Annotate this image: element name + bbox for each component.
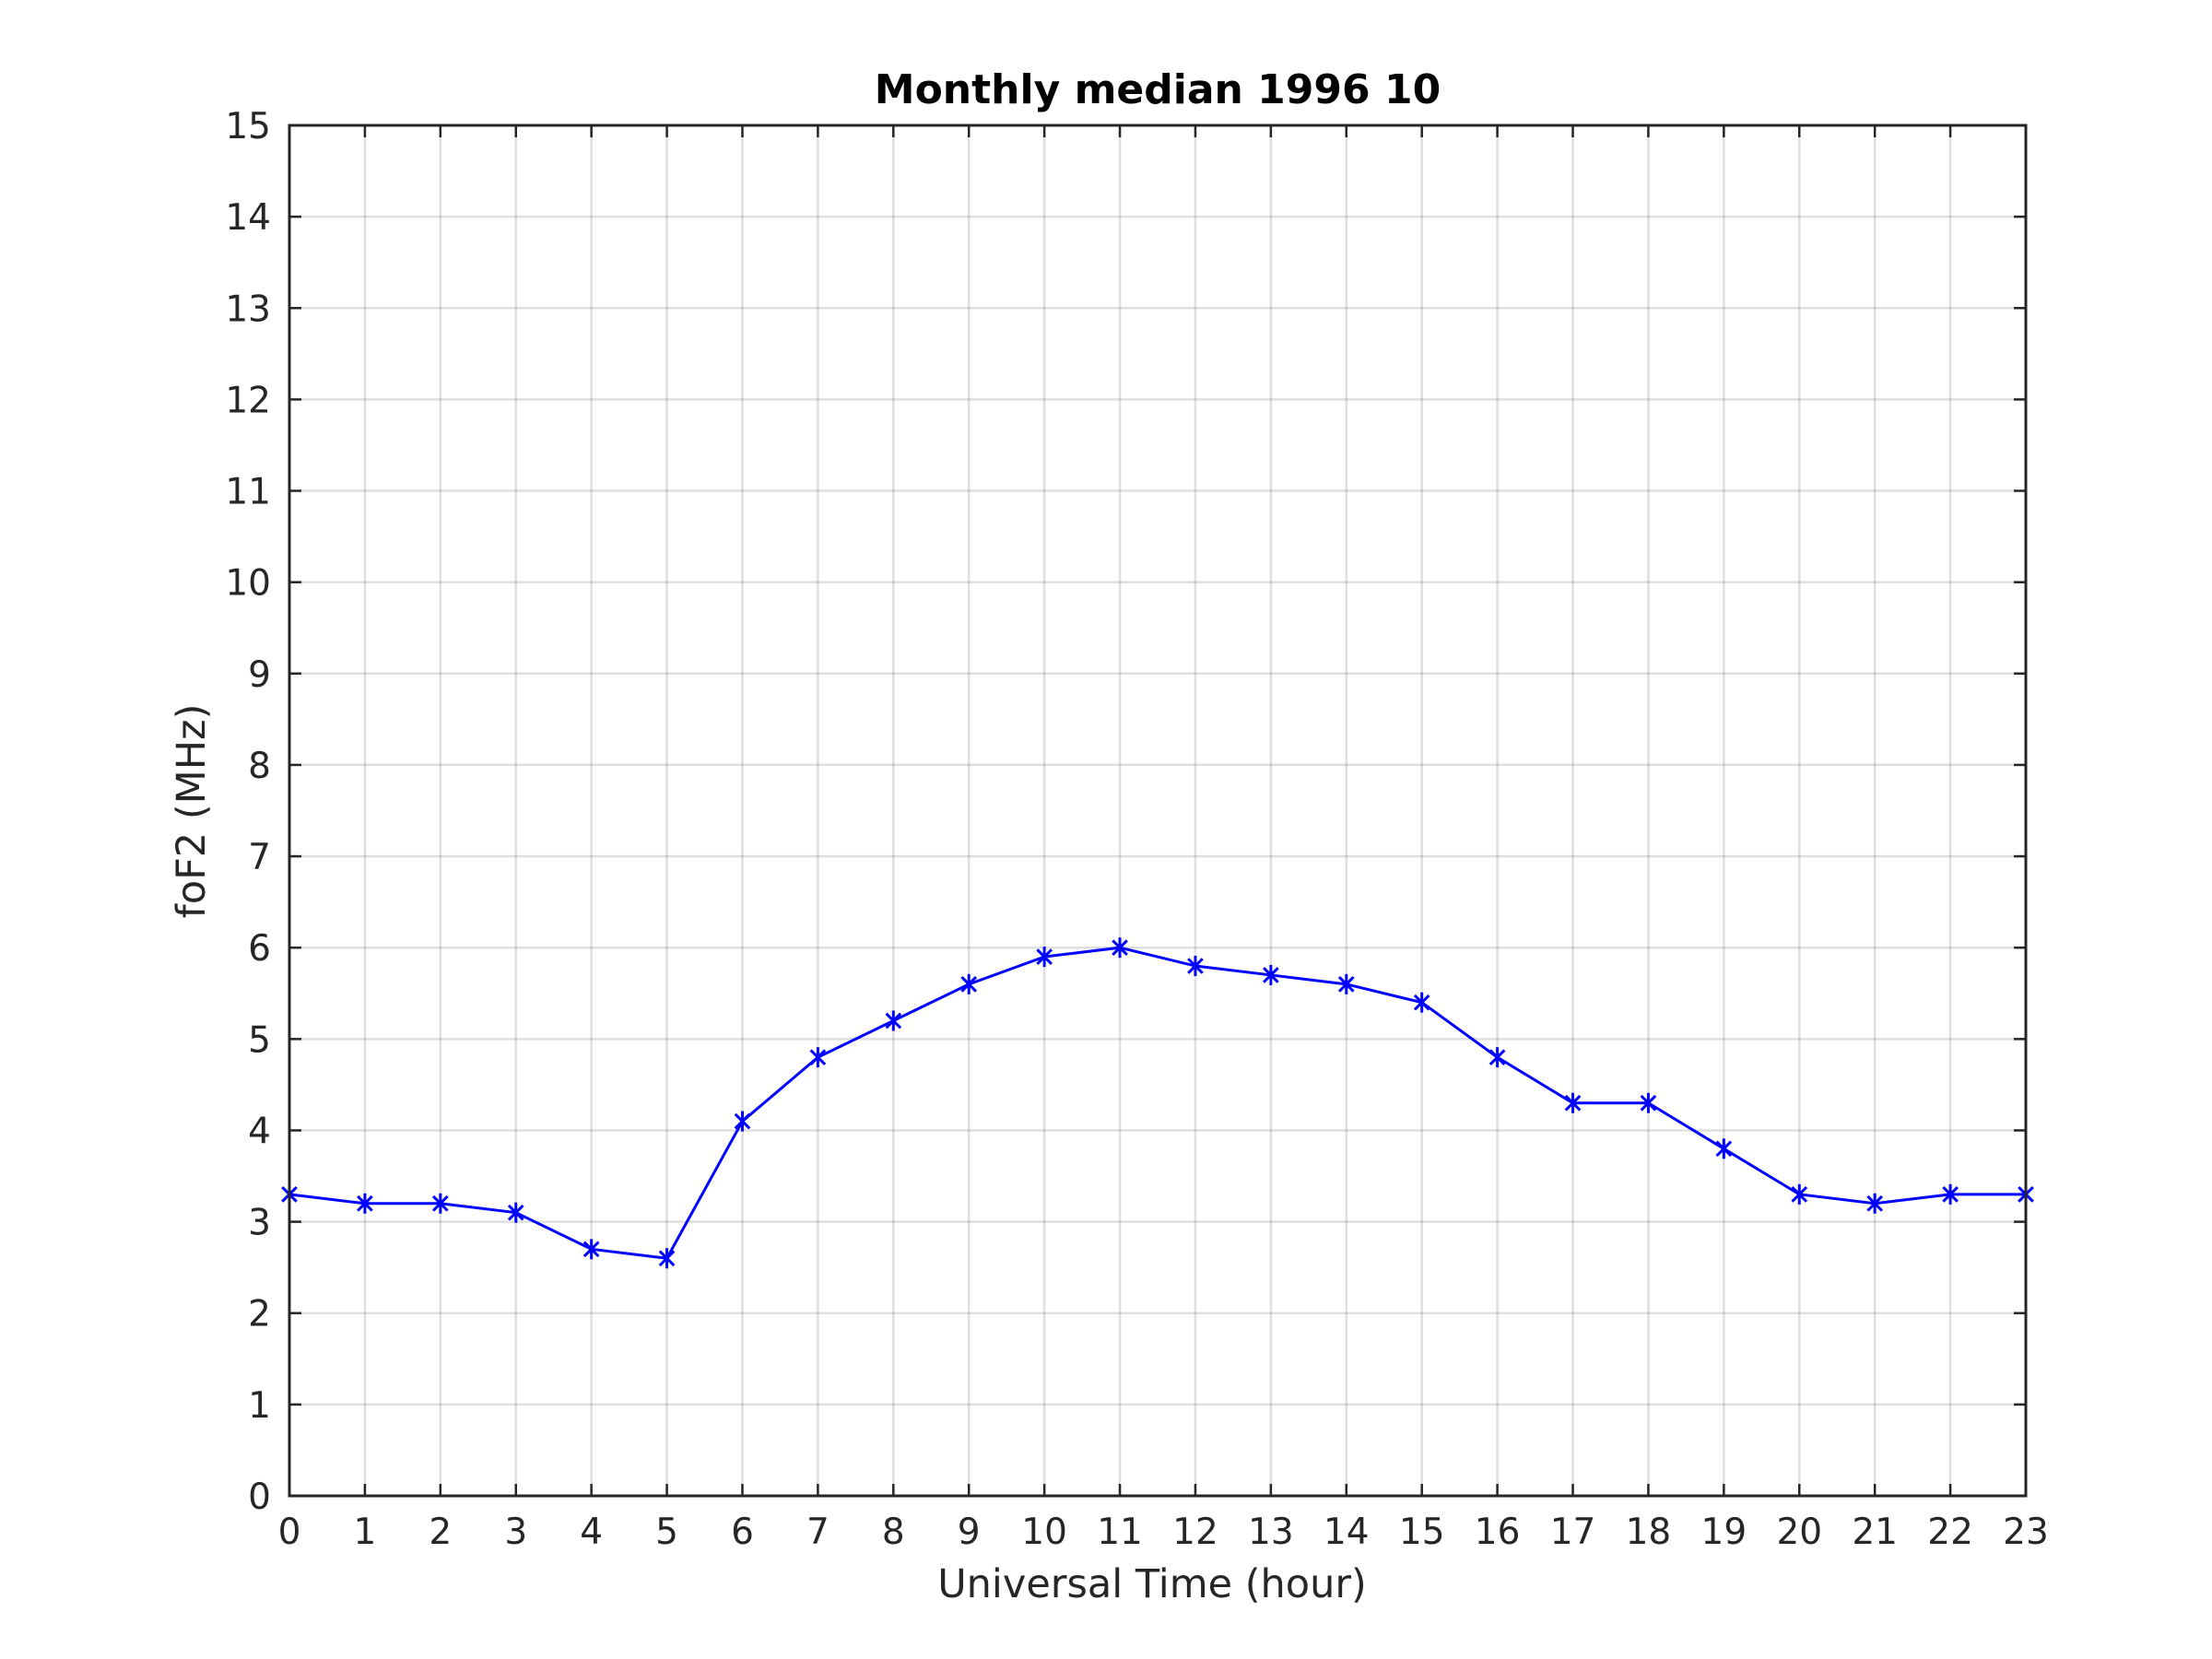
data-point <box>1640 1092 1657 1113</box>
x-tick-label: 21 <box>1852 1512 1898 1553</box>
x-tick-label: 1 <box>353 1512 376 1553</box>
y-tick-label: 1 <box>248 1385 271 1427</box>
data-point <box>431 1193 449 1214</box>
data-point <box>658 1248 676 1269</box>
y-tick-label: 10 <box>225 563 271 605</box>
x-tick-label: 3 <box>504 1512 527 1553</box>
x-tick-label: 10 <box>1021 1512 1067 1553</box>
data-point <box>507 1202 524 1223</box>
x-tick-label: 13 <box>1248 1512 1294 1553</box>
x-tick-label: 18 <box>1626 1512 1672 1553</box>
y-tick-label: 8 <box>248 746 271 787</box>
chart-title: Monthly median 1996 10 <box>875 66 1441 113</box>
data-point <box>1112 937 1128 959</box>
data-point <box>582 1239 600 1260</box>
data-point <box>885 1010 902 1031</box>
y-tick-label: 5 <box>248 1019 271 1061</box>
x-tick-label: 23 <box>2003 1512 2049 1553</box>
x-tick-label: 7 <box>806 1512 830 1553</box>
data-point <box>1564 1092 1582 1113</box>
x-tick-label: 17 <box>1550 1512 1596 1553</box>
axes-background <box>288 124 2028 1498</box>
y-axis-label: foF2 (MHz) <box>169 704 215 919</box>
data-point <box>1488 1047 1506 1068</box>
x-tick-label: 16 <box>1475 1512 1521 1553</box>
x-tick-label: 15 <box>1399 1512 1445 1553</box>
y-tick-label: 6 <box>248 928 271 970</box>
x-tick-label: 8 <box>882 1512 905 1553</box>
data-point <box>960 973 978 994</box>
x-tick-label: 19 <box>1701 1512 1747 1553</box>
y-tick-label: 3 <box>248 1203 271 1244</box>
axes-frame <box>288 124 2028 1498</box>
data-point <box>1413 992 1430 1013</box>
x-tick-label: 5 <box>655 1512 678 1553</box>
y-tick-label: 14 <box>225 197 271 239</box>
data-point <box>1866 1193 1884 1214</box>
data-point <box>1187 956 1204 977</box>
x-tick-label: 6 <box>731 1512 754 1553</box>
x-axis-label: Universal Time (hour) <box>937 1561 1367 1607</box>
x-tick-label: 20 <box>1776 1512 1822 1553</box>
x-tick-label: 11 <box>1097 1512 1143 1553</box>
x-tick-label: 12 <box>1172 1512 1218 1553</box>
data-point <box>1942 1183 1959 1205</box>
x-tick-label: 22 <box>1927 1512 1973 1553</box>
y-tick-label: 0 <box>248 1477 271 1518</box>
y-tick-label: 12 <box>225 380 271 421</box>
y-tick-label: 15 <box>225 106 271 147</box>
data-point <box>809 1047 827 1068</box>
y-tick-label: 4 <box>248 1111 271 1152</box>
x-tick-label: 0 <box>278 1512 301 1553</box>
y-tick-label: 9 <box>248 654 271 696</box>
x-tick-label: 4 <box>580 1512 603 1553</box>
y-tick-label: 2 <box>248 1294 271 1335</box>
y-tick-label: 7 <box>248 837 271 878</box>
x-tick-label: 9 <box>958 1512 981 1553</box>
data-point <box>357 1193 373 1214</box>
x-tick-label: 2 <box>429 1512 452 1553</box>
data-point <box>1263 964 1279 985</box>
data-point <box>1337 973 1355 994</box>
y-tick-label: 11 <box>225 472 271 513</box>
tick-labels: 0 1 2 3 4 5 6 7 8 9 10 11 12 13 14 15 16 17 18 19 20 21 22 2301… <box>225 106 2048 1553</box>
y-tick-label: 13 <box>225 288 271 330</box>
x-tick-label: 14 <box>1324 1512 1370 1553</box>
data-point <box>734 1111 751 1132</box>
data-point <box>1791 1183 1808 1205</box>
data-point <box>1036 947 1053 968</box>
data-point <box>1715 1138 1733 1159</box>
series-line <box>288 946 2026 1260</box>
